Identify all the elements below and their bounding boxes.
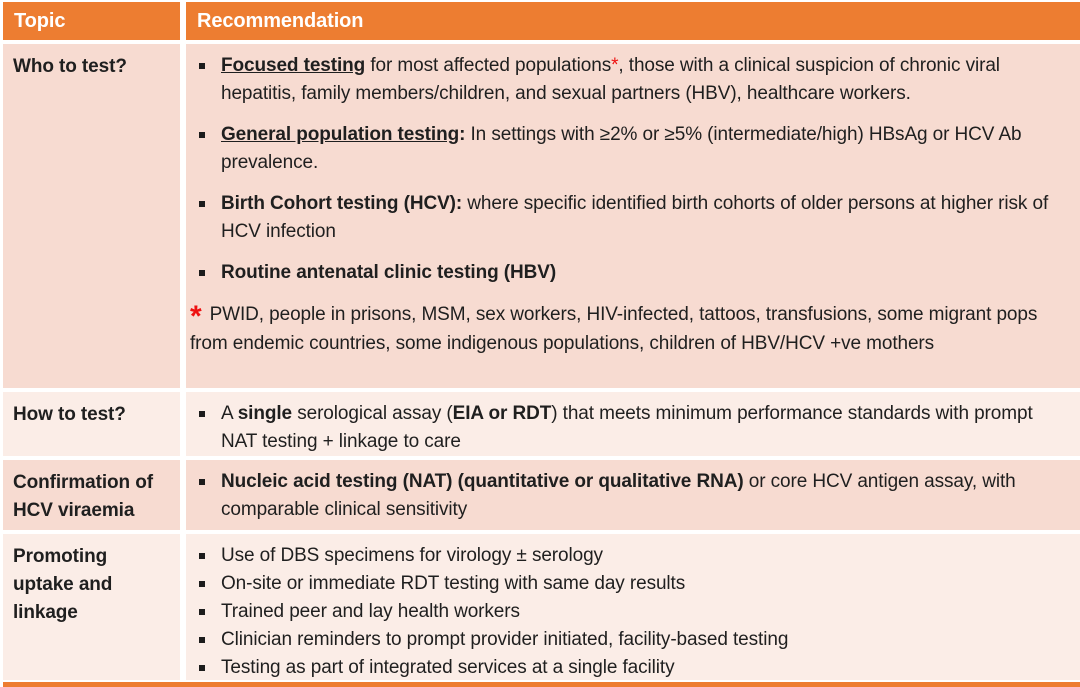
header-recommendation-label: Recommendation (197, 9, 364, 32)
bullet-icon (199, 581, 205, 587)
bullet-icon (199, 479, 205, 485)
list-item: General population testing: In settings … (190, 121, 1062, 177)
recommendations-table: Topic Recommendation Who to test? Focused… (3, 2, 1080, 680)
list-item-text: Use of DBS specimens for virology ± sero… (221, 545, 603, 566)
list-item: Focused testing for most affected popula… (190, 52, 1062, 108)
list-item-text: Focused testing for most affected popula… (221, 55, 1000, 104)
recommendation-cell: Use of DBS specimens for virology ± sero… (186, 534, 1080, 680)
list-item-text: Clinician reminders to prompt provider i… (221, 629, 789, 650)
bullet-icon (199, 132, 205, 138)
topic-cell: Confirmation of HCV viraemia (3, 460, 180, 530)
bullet-icon (199, 665, 205, 671)
footnote-asterisk-icon: * (190, 300, 202, 333)
list-item-text: On-site or immediate RDT testing with sa… (221, 573, 686, 594)
list-item: A single serological assay (EIA or RDT) … (190, 400, 1062, 456)
list-item-text: Routine antenatal clinic testing (HBV) (221, 262, 557, 283)
list-item: Use of DBS specimens for virology ± sero… (190, 542, 1062, 570)
list-item-text: Birth Cohort testing (HCV): where specif… (221, 193, 1049, 242)
bullet-icon (199, 270, 205, 276)
table-bottom-border (3, 682, 1080, 687)
list-item-text: A single serological assay (EIA or RDT) … (221, 403, 1033, 452)
bullet-icon (199, 637, 205, 643)
recommendation-cell: Focused testing for most affected popula… (186, 44, 1080, 388)
list-item: Routine antenatal clinic testing (HBV) (190, 259, 1062, 287)
list-item: Clinician reminders to prompt provider i… (190, 626, 1062, 654)
bullet-icon (199, 201, 205, 207)
list-item-text: Nucleic acid testing (NAT) (quantitative… (221, 471, 1016, 520)
topic-cell: How to test? (3, 392, 180, 456)
bullet-icon (199, 411, 205, 417)
header-topic-cell: Topic (3, 2, 180, 40)
list-item-text: Testing as part of integrated services a… (221, 657, 675, 678)
header-topic-label: Topic (14, 9, 66, 32)
bullet-icon (199, 553, 205, 559)
list-item: Testing as part of integrated services a… (190, 654, 1062, 680)
recommendation-cell: Nucleic acid testing (NAT) (quantitative… (186, 460, 1080, 530)
topic-cell: Promoting uptake and linkage (3, 534, 180, 680)
bullet-icon (199, 609, 205, 615)
footnote: * PWID, people in prisons, MSM, sex worke… (190, 300, 1038, 355)
header-recommendation-cell: Recommendation (186, 2, 1080, 40)
list-item: On-site or immediate RDT testing with sa… (190, 570, 1062, 598)
recommendation-cell: A single serological assay (EIA or RDT) … (186, 392, 1080, 456)
list-item-text: Trained peer and lay health workers (221, 601, 520, 622)
bullet-icon (199, 63, 205, 69)
list-item: Trained peer and lay health workers (190, 598, 1062, 626)
list-item: Nucleic acid testing (NAT) (quantitative… (190, 468, 1062, 524)
list-item-text: General population testing: In settings … (221, 124, 1022, 173)
topic-cell: Who to test? (3, 44, 180, 388)
list-item: Birth Cohort testing (HCV): where specif… (190, 190, 1062, 246)
